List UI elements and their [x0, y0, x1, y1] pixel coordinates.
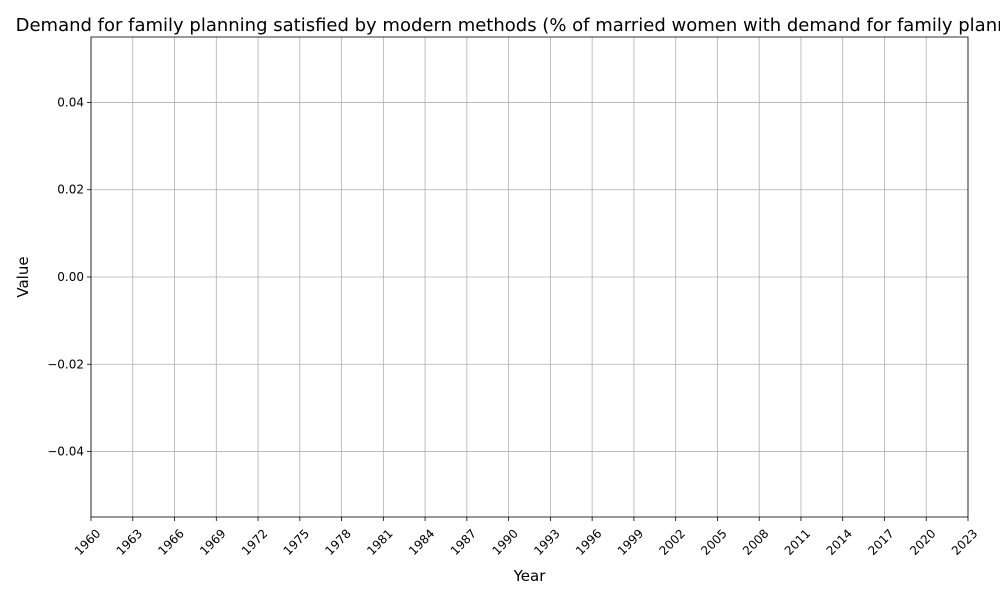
x-tick-label: 1987: [448, 526, 479, 557]
y-axis-ticks: −0.04 −0.02 0.00 0.02 0.04: [47, 95, 91, 459]
y-tick-label: −0.02: [47, 357, 84, 371]
x-tick-label: 1993: [531, 526, 562, 557]
x-tick-label: 1972: [239, 526, 270, 557]
x-tick-label: 1981: [364, 526, 395, 557]
x-tick-label: 1966: [155, 526, 186, 557]
x-tick-label: 2020: [907, 526, 938, 557]
x-tick-label: 1984: [406, 526, 437, 557]
y-tick-label: 0.00: [57, 270, 84, 284]
x-axis-label: Year: [513, 567, 547, 585]
x-tick-label: 1960: [72, 526, 103, 557]
x-tick-label: 1975: [281, 526, 312, 557]
y-axis-label: Value: [14, 256, 32, 297]
x-tick-label: 2002: [657, 526, 688, 557]
x-tick-label: 1999: [615, 526, 646, 557]
x-tick-label: 2017: [865, 526, 896, 557]
x-tick-label: 1978: [322, 526, 353, 557]
chart-title: Demand for family planning satisfied by …: [16, 15, 1000, 36]
y-tick-label: 0.04: [57, 95, 84, 109]
x-tick-label: 2005: [698, 526, 729, 557]
x-tick-label: 2008: [740, 526, 771, 557]
x-tick-label: 1969: [197, 526, 228, 557]
x-tick-label: 2014: [824, 526, 855, 557]
x-tick-label: 1996: [573, 526, 604, 557]
grid: [90, 37, 969, 517]
x-axis-ticks: 1960 1963 1966 1969 1972 1975 1978 1981 1984 1987…: [72, 517, 980, 558]
x-tick-label: 1963: [114, 526, 145, 557]
y-tick-label: 0.02: [57, 183, 84, 197]
y-tick-label: −0.04: [47, 445, 84, 459]
x-tick-label: 2023: [949, 526, 980, 557]
x-tick-label: 1990: [489, 526, 520, 557]
x-tick-label: 2011: [782, 526, 813, 557]
